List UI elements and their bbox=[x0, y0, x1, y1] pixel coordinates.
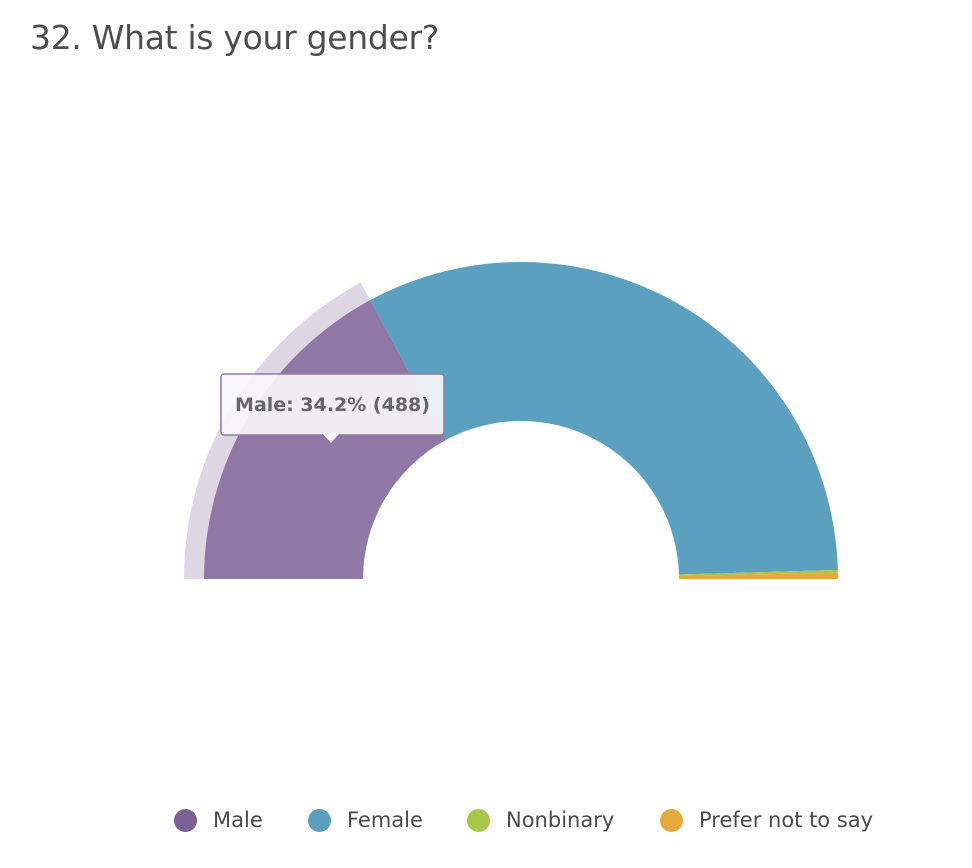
tooltip-pointer bbox=[321, 433, 341, 446]
legend-item-female[interactable]: Female bbox=[308, 804, 423, 836]
legend-label-male: Male bbox=[213, 808, 263, 832]
legend-marker-prefer-not-to-say bbox=[660, 808, 683, 832]
slice-nonbinary[interactable] bbox=[678, 569, 838, 576]
chart-title: 32. What is your gender? bbox=[30, 18, 440, 57]
legend: Male Female Nonbinary Prefer not to say bbox=[0, 804, 972, 836]
tooltip: Male: 34.2% (488) bbox=[220, 373, 445, 446]
legend-item-male[interactable]: Male bbox=[174, 804, 263, 836]
legend-label-female: Female bbox=[347, 808, 423, 832]
slice-male[interactable] bbox=[204, 300, 446, 579]
legend-item-prefer-not-to-say[interactable]: Prefer not to say bbox=[660, 804, 873, 836]
legend-marker-male bbox=[174, 808, 197, 832]
legend-marker-female bbox=[308, 808, 331, 832]
tooltip-pointer-mask bbox=[323, 432, 339, 435]
legend-label-nonbinary: Nonbinary bbox=[506, 808, 615, 832]
legend-label-prefer-not-to-say: Prefer not to say bbox=[699, 808, 874, 832]
slice-female[interactable] bbox=[370, 261, 838, 575]
tooltip-text: Male: 34.2% (488) bbox=[235, 394, 430, 416]
slice-prefer-not-to-say[interactable] bbox=[678, 572, 839, 579]
legend-marker-nonbinary bbox=[467, 808, 490, 832]
legend-item-nonbinary[interactable]: Nonbinary bbox=[467, 804, 614, 836]
